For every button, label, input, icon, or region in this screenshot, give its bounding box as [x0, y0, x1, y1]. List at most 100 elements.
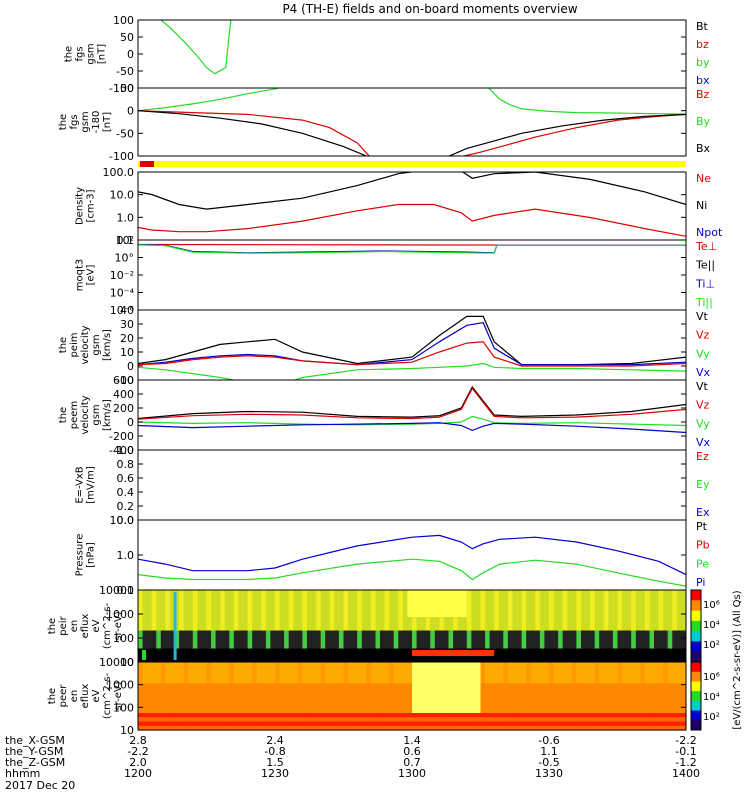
spectrogram-cell	[366, 653, 372, 658]
spectrogram-cell	[535, 630, 541, 636]
spectrogram-cell	[197, 612, 203, 618]
spectrogram-cell	[192, 612, 198, 618]
spectrogram-cell	[466, 612, 472, 618]
spectrogram-cell	[503, 679, 509, 684]
spectrogram-cell	[585, 644, 591, 649]
spectrogram-cell	[325, 653, 331, 658]
spectrogram-cell	[211, 617, 217, 622]
spectrogram-cell	[626, 691, 632, 697]
spectrogram-cell	[138, 717, 144, 723]
spectrogram-cell	[672, 590, 678, 595]
spectrogram-cell	[183, 594, 189, 600]
spectrogram-cell	[430, 621, 436, 627]
spectrogram-cell	[188, 708, 194, 714]
spectrogram-cell	[366, 626, 372, 631]
spectrogram-cell	[439, 635, 445, 640]
spectrogram-cell	[480, 725, 486, 731]
spectrogram-cell	[612, 608, 618, 613]
spectrogram-cell	[571, 700, 577, 706]
spectrogram-cell	[526, 594, 532, 600]
spectrogram-cell	[439, 679, 445, 684]
spectrogram-cell	[179, 653, 185, 658]
spectrogram-cell	[549, 666, 555, 672]
spectrogram-cell	[197, 603, 203, 609]
spectrogram-cell	[553, 630, 559, 636]
spectrogram-cell	[453, 721, 459, 727]
spectrogram-cell	[663, 612, 669, 618]
spectrogram-cell	[201, 700, 207, 706]
spectrogram-cell	[654, 653, 660, 658]
spectrogram-cell	[544, 599, 550, 604]
spectrogram-cell	[329, 700, 335, 706]
spectrogram-cell	[480, 700, 486, 706]
spectrogram-cell	[138, 662, 144, 667]
spectrogram-cell	[439, 717, 445, 723]
spectrogram-cell	[389, 657, 395, 663]
spectrogram-cell	[608, 657, 614, 663]
spectrogram-cell	[224, 599, 230, 604]
spectrogram-cell	[215, 653, 221, 658]
spectrogram-cell	[544, 657, 550, 663]
spectrogram-cell	[352, 594, 358, 600]
spectrogram-cell	[549, 608, 555, 613]
spectrogram-cell	[544, 653, 550, 658]
spectrogram-cell	[681, 657, 687, 663]
spectrogram-cell	[170, 635, 176, 640]
spectrogram-cell	[585, 653, 591, 658]
spectrogram-cell	[366, 670, 372, 676]
spectrogram-cell	[366, 683, 372, 689]
spectrogram-cell	[471, 687, 477, 693]
spectrogram-cell	[599, 648, 605, 654]
legend-entry-By: By	[696, 115, 711, 128]
spectrogram-cell	[247, 721, 253, 727]
spectrogram-cell	[599, 594, 605, 600]
spectrogram-cell	[188, 721, 194, 727]
spectrogram-cell	[457, 612, 463, 618]
spectrogram-cell	[471, 704, 477, 710]
spectrogram-cell	[517, 657, 523, 663]
spectrogram-cell	[206, 687, 212, 693]
spectrogram-cell	[475, 713, 481, 718]
spectrogram-cell	[197, 691, 203, 697]
spectrogram-cell	[622, 630, 628, 636]
status-bar-red	[140, 161, 154, 167]
spectrogram-cell	[316, 657, 322, 663]
spectrogram-cell	[434, 721, 440, 727]
spectrogram-cell	[334, 648, 340, 654]
spectrogram-cell	[142, 617, 148, 622]
spectrogram-cell	[448, 644, 454, 649]
spectrogram-cell	[229, 653, 235, 658]
spectrogram-cell	[338, 612, 344, 618]
spectrogram-cell	[238, 599, 244, 604]
legend-entry-bx: bx	[696, 74, 710, 87]
spectrogram-cell	[581, 717, 587, 723]
spectrogram-cell	[631, 717, 637, 723]
spectrogram-cell	[147, 590, 153, 595]
panel-the_peem_velocity_gsm: 6004002000-200-400thepeemvelocitygsm[km/…	[58, 374, 711, 457]
spectrogram-cell	[425, 704, 431, 710]
spectrogram-cell	[558, 691, 564, 697]
spectrogram-cell	[247, 599, 253, 604]
spectrogram-cell	[375, 648, 381, 654]
spectrogram-cell	[357, 687, 363, 693]
spectrogram-cell	[311, 594, 317, 600]
spectrogram-cell	[160, 725, 166, 731]
spectrogram-cell	[654, 644, 660, 649]
spectrogram-cell	[402, 721, 408, 727]
spectrogram-cell	[197, 670, 203, 676]
spectrogram-cell	[329, 626, 335, 631]
spectrogram-cell	[224, 617, 230, 622]
spectrogram-cell	[320, 674, 326, 680]
spectrogram-cell	[631, 691, 637, 697]
spectrogram-cell	[416, 639, 422, 645]
spectrogram-cell	[307, 687, 313, 693]
spectrogram-cell	[147, 670, 153, 676]
spectrogram-cell	[288, 653, 294, 658]
spectrogram-cell	[229, 639, 235, 645]
spectrogram-cell	[649, 639, 655, 645]
spectrogram-cell	[590, 626, 596, 631]
spectrogram-cell	[284, 653, 290, 658]
spectrogram-cell	[275, 594, 281, 600]
spectrogram-cell	[398, 621, 404, 627]
